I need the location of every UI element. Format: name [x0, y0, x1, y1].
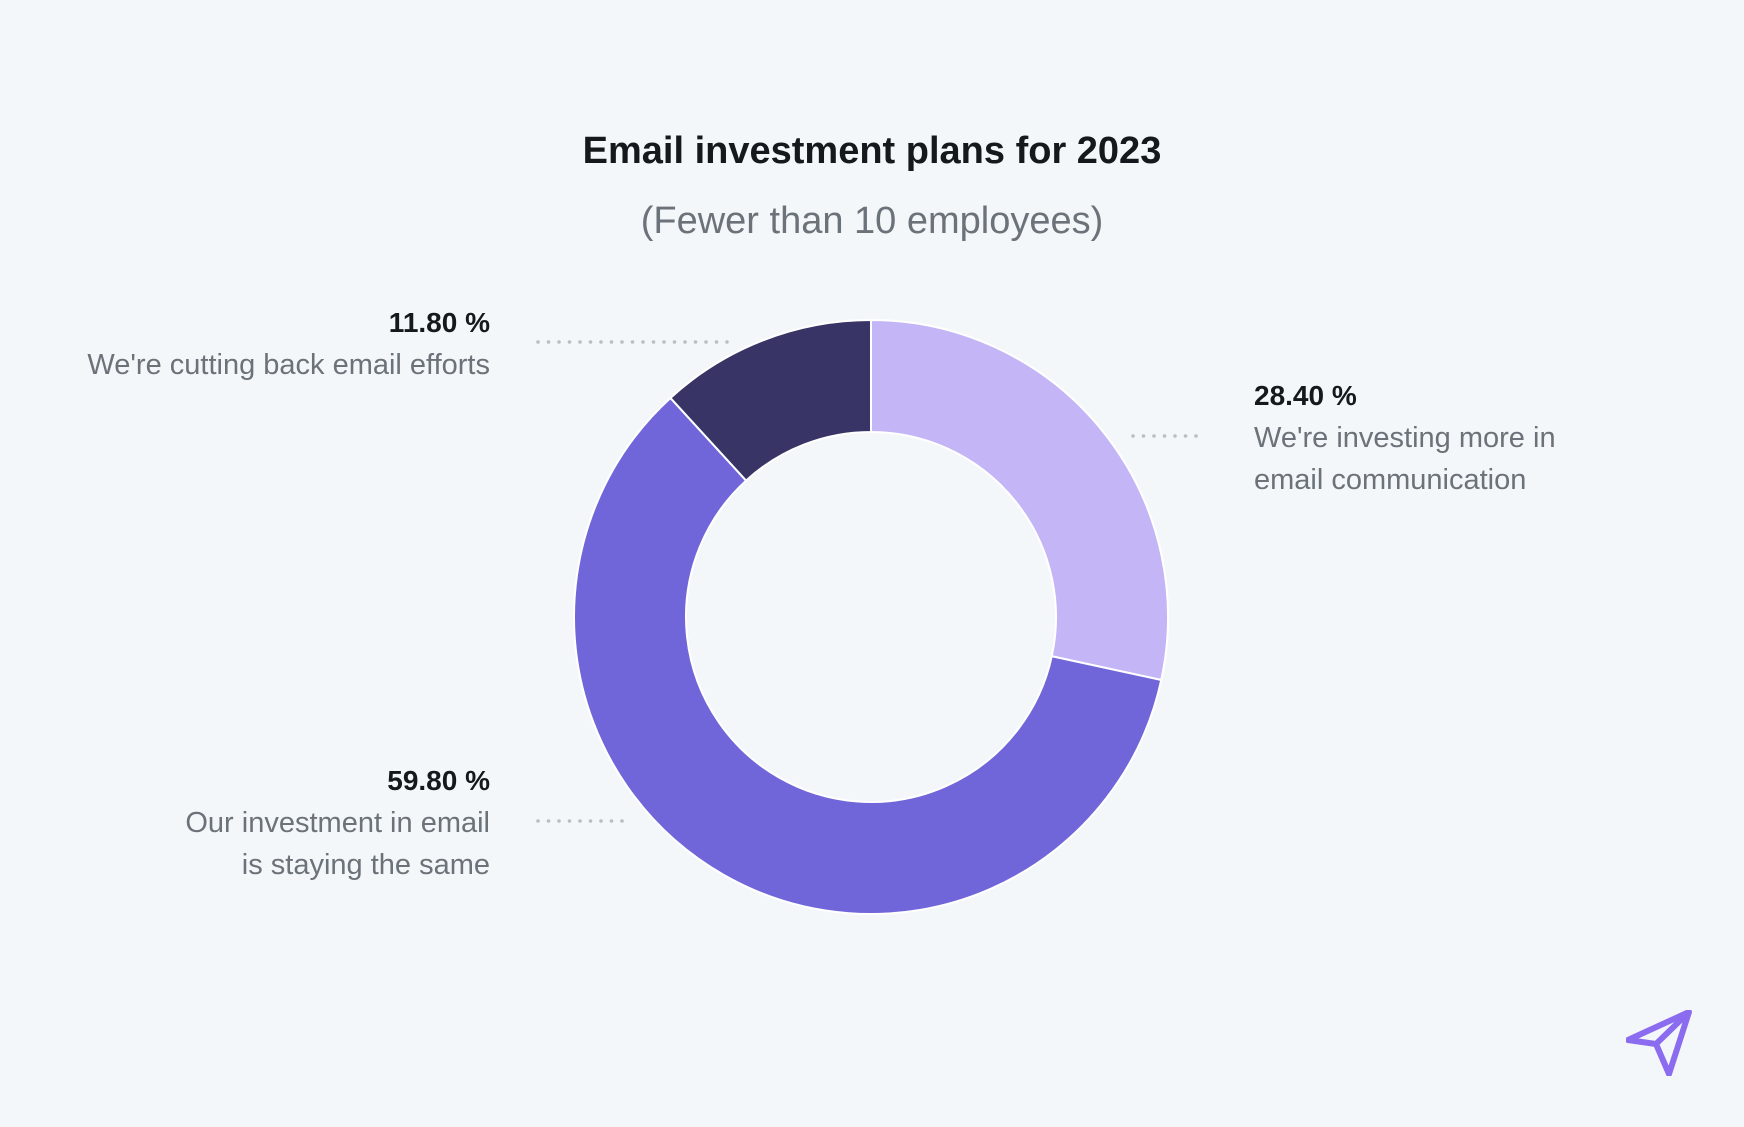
slice-description: is staying the same [241, 849, 490, 881]
chart-title: Email investment plans for 2023 [582, 130, 1162, 172]
leader-investing-more [1131, 434, 1198, 438]
slice-investing-more [870, 318, 1169, 682]
slice-label-investing-more: 28.40 % We're investing more in email co… [1254, 375, 1556, 501]
slice-label-staying-same: 59.80 % Our investment in email is stayi… [185, 760, 490, 886]
leader-cutting-back [536, 340, 729, 344]
slice-percent: 11.80 % [388, 307, 490, 338]
paper-plane-logo-icon [1626, 1010, 1692, 1076]
leader-staying-same [536, 819, 624, 823]
chart-subtitle: (Fewer than 10 employees) [640, 200, 1104, 242]
slice-description: email communication [1254, 464, 1527, 496]
slice-description: Our investment in email [185, 807, 490, 839]
slice-description: We're investing more in [1254, 422, 1556, 454]
slice-percent: 28.40 % [1254, 380, 1357, 411]
slice-cutting-back [669, 318, 872, 482]
slice-percent: 59.80 % [387, 765, 490, 796]
slice-description: We're cutting back email efforts [87, 349, 490, 381]
slice-label-cutting-back: 11.80 % We're cutting back email efforts [87, 302, 490, 386]
slice-staying-same [573, 396, 1163, 915]
